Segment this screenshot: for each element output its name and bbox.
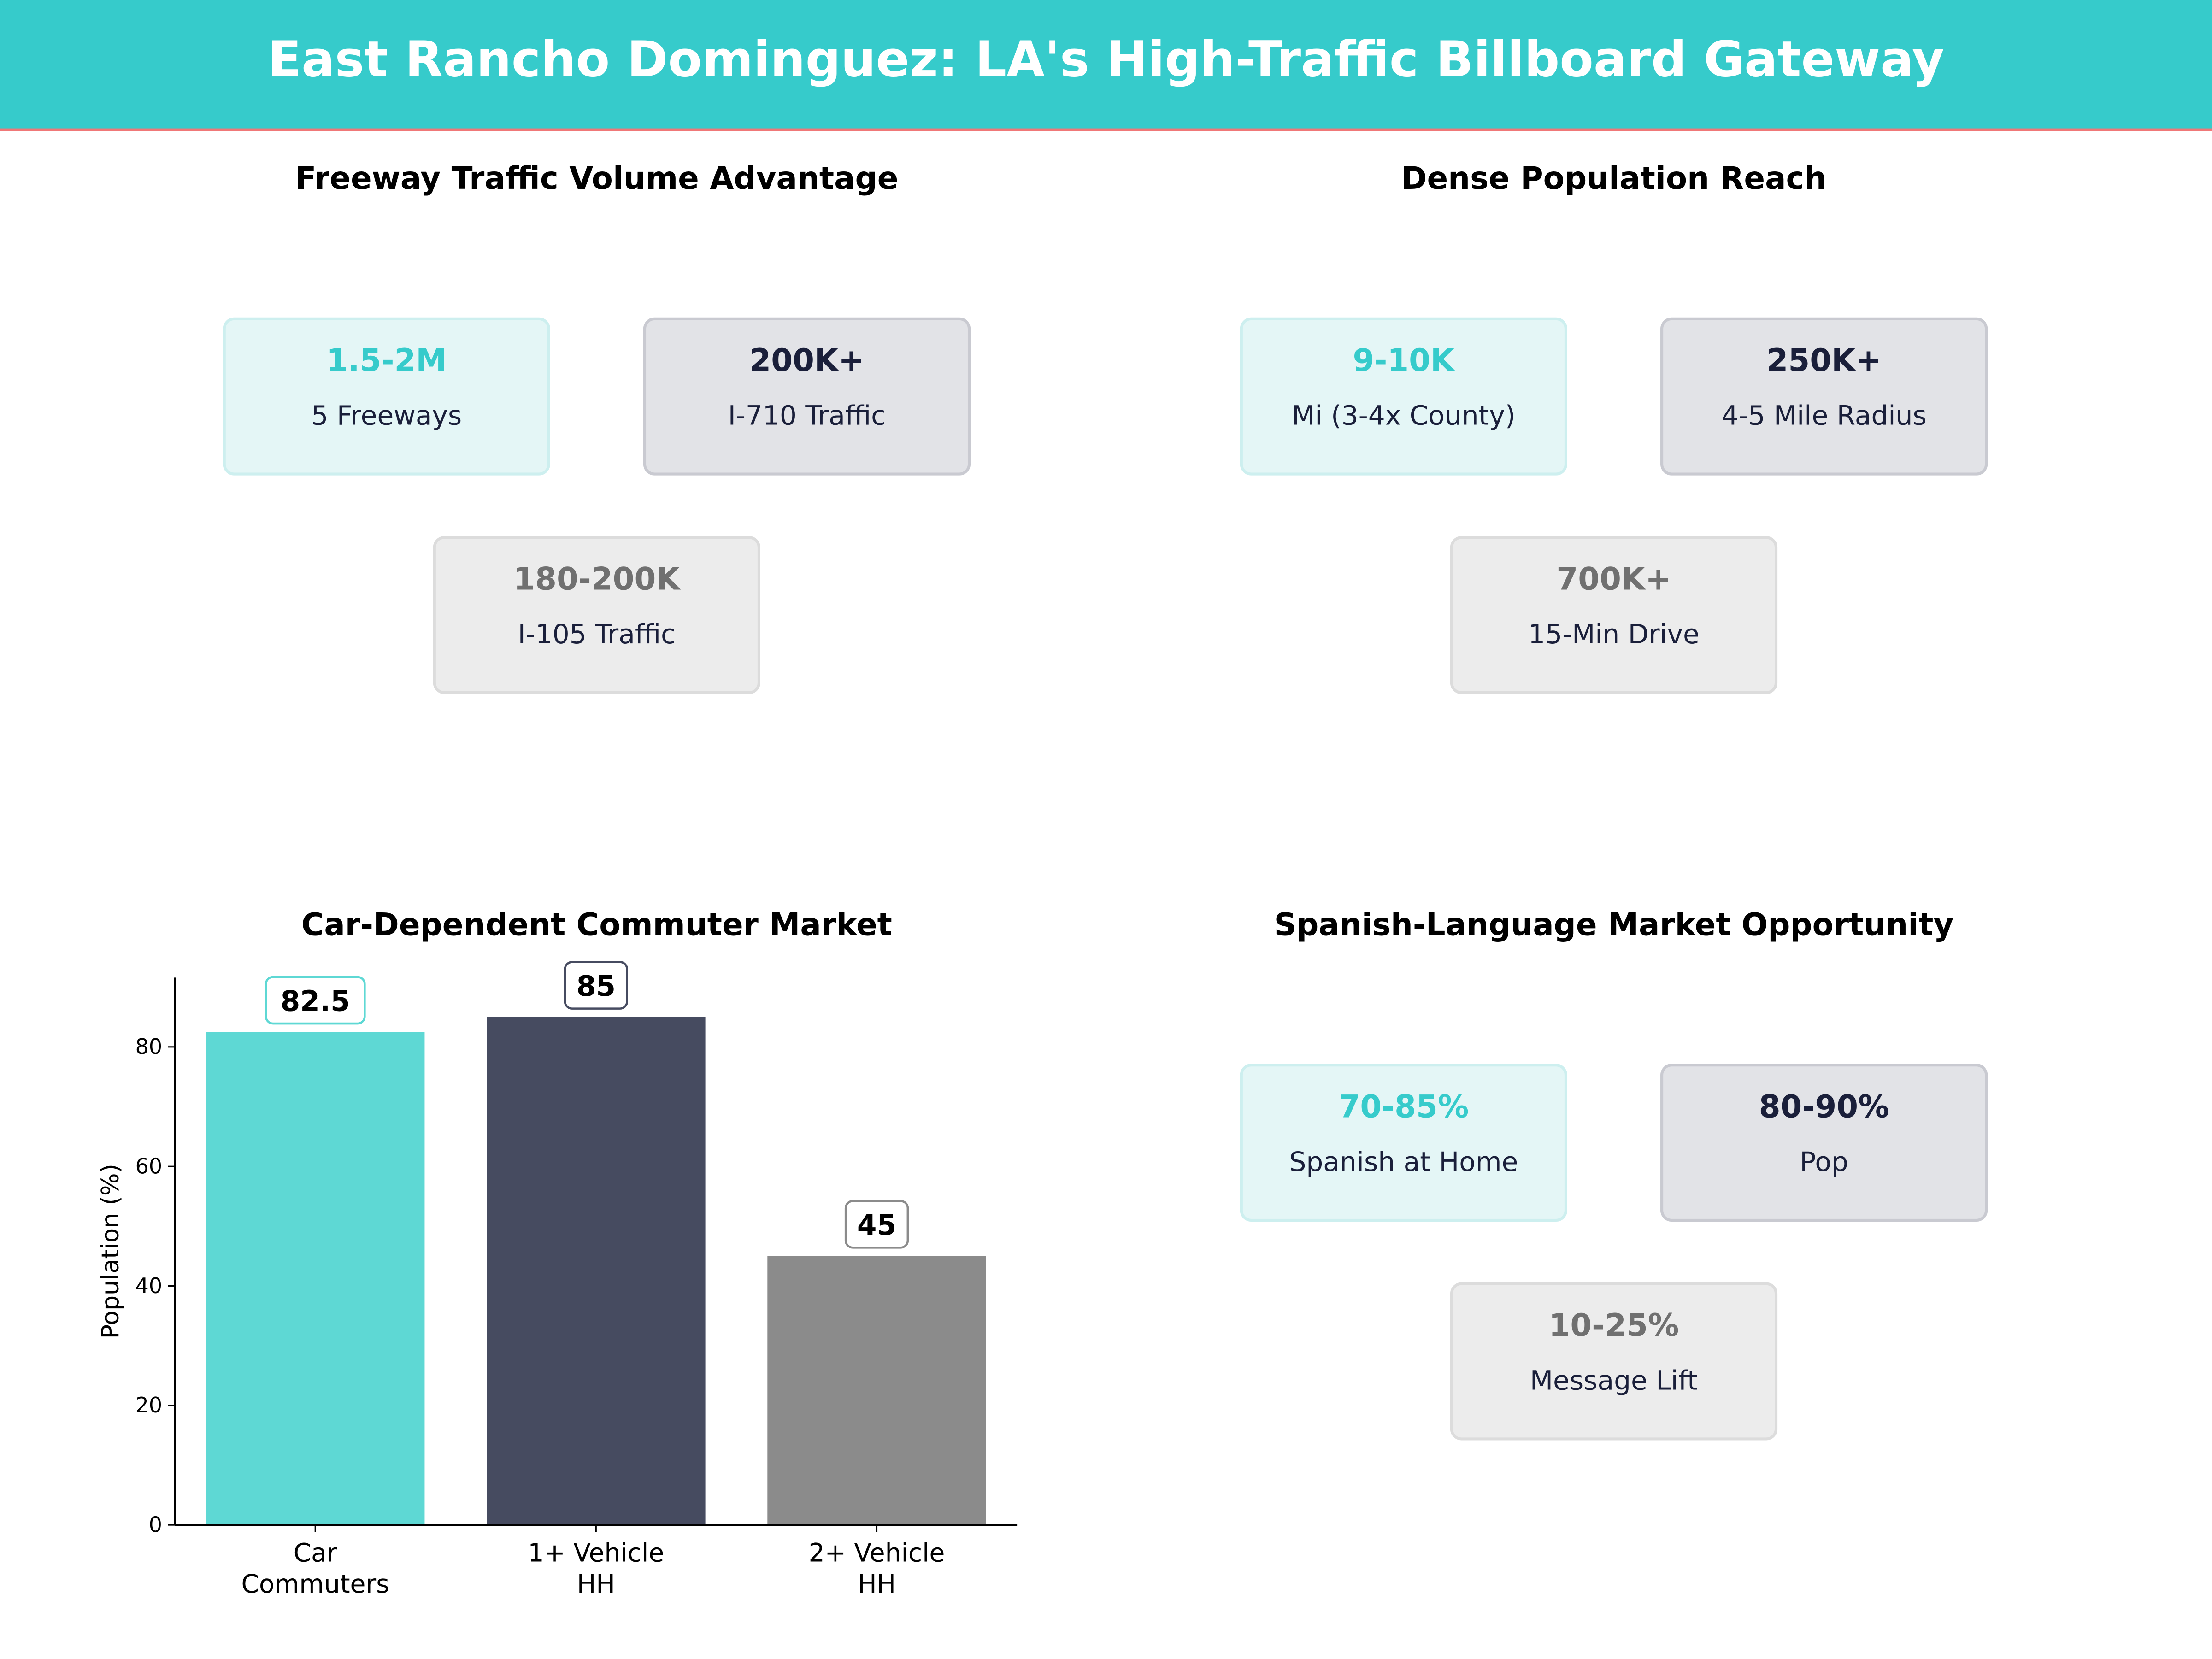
- metric-label: 15-Min Drive: [1528, 619, 1700, 651]
- metric-value: 180-200K: [513, 563, 680, 598]
- page-title: East Rancho Dominguez: LA's High-Traffic…: [267, 32, 1945, 89]
- bar: [767, 1256, 986, 1525]
- metric-label: 4-5 Mile Radius: [1721, 400, 1927, 432]
- metric-card: 70-85% Spanish at Home: [1240, 1064, 1567, 1222]
- metric-label: I-710 Traffic: [728, 400, 886, 432]
- y-tick-label: 60: [135, 1153, 162, 1178]
- metric-card: 9-10K Mi (3-4x County): [1240, 317, 1567, 476]
- metric-value: 200K+: [749, 344, 865, 380]
- metric-card: 1.5-2M 5 Freeways: [223, 317, 550, 476]
- bar: [487, 1017, 706, 1525]
- metric-value: 9-10K: [1353, 344, 1455, 380]
- x-tick-label: 2+ Vehicle: [809, 1538, 945, 1568]
- metric-value: 1.5-2M: [326, 344, 447, 380]
- bar: [206, 1032, 425, 1525]
- x-tick-label: Commuters: [241, 1569, 389, 1599]
- metric-value: 250K+: [1766, 344, 1882, 380]
- data-label: 45: [857, 1209, 896, 1242]
- data-label-box: [844, 1200, 909, 1249]
- data-label-box: [265, 976, 366, 1025]
- metric-card: 700K+ 15-Min Drive: [1450, 536, 1778, 694]
- x-tick-label: 1+ Vehicle: [528, 1538, 664, 1568]
- metric-label: Pop: [1800, 1147, 1848, 1178]
- metric-label: Spanish at Home: [1289, 1147, 1518, 1178]
- metric-label: 5 Freeways: [311, 400, 462, 432]
- metric-card: 250K+ 4-5 Mile Radius: [1660, 317, 1988, 476]
- metric-label: I-105 Traffic: [518, 619, 676, 651]
- metric-label: Mi (3-4x County): [1292, 400, 1516, 432]
- data-label: 82.5: [281, 985, 350, 1018]
- x-tick-label: HH: [858, 1569, 896, 1599]
- x-tick-label: Car: [294, 1538, 337, 1568]
- metric-card: 200K+ I-710 Traffic: [643, 317, 971, 476]
- panel-title-commuter: Car-Dependent Commuter Market: [301, 908, 892, 944]
- metric-card: 80-90% Pop: [1660, 1064, 1988, 1222]
- panel-title-freeway: Freeway Traffic Volume Advantage: [295, 162, 899, 198]
- data-label-box: [564, 961, 628, 1010]
- metric-card: 10-25% Message Lift: [1450, 1282, 1778, 1441]
- y-axis-label: Population (%): [97, 1164, 124, 1339]
- data-label: 85: [577, 970, 616, 1003]
- header-banner: East Rancho Dominguez: LA's High-Traffic…: [0, 0, 2212, 131]
- metric-value: 80-90%: [1759, 1090, 1889, 1126]
- panel-title-population: Dense Population Reach: [1401, 162, 1827, 198]
- metric-value: 70-85%: [1338, 1090, 1469, 1126]
- metric-card: 180-200K I-105 Traffic: [433, 536, 760, 694]
- y-tick-label: 80: [135, 1034, 162, 1059]
- y-tick-label: 20: [135, 1393, 162, 1418]
- panel-title-spanish: Spanish-Language Market Opportunity: [1274, 908, 1954, 944]
- metric-label: Message Lift: [1530, 1365, 1698, 1397]
- metric-value: 10-25%: [1548, 1309, 1679, 1345]
- metric-value: 700K+: [1556, 563, 1671, 598]
- y-tick-label: 40: [135, 1273, 162, 1298]
- y-tick-label: 0: [149, 1512, 162, 1537]
- x-tick-label: HH: [577, 1569, 615, 1599]
